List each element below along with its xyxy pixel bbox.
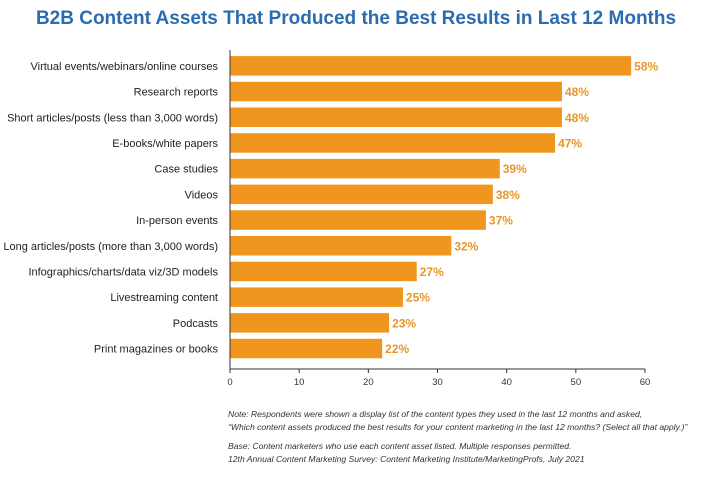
- bar: [230, 236, 452, 256]
- x-tick-label: 10: [294, 377, 305, 388]
- bar: [230, 81, 562, 102]
- bar: [230, 133, 556, 153]
- value-label: 48%: [565, 111, 589, 125]
- x-tick-label: 20: [363, 377, 374, 388]
- footnotes: Note: Respondents were shown a display l…: [228, 408, 708, 466]
- value-label: 38%: [496, 188, 520, 202]
- bar: [230, 261, 417, 282]
- x-tick-label: 30: [432, 377, 443, 388]
- x-tick-label: 60: [640, 377, 651, 388]
- chart-title: B2B Content Assets That Produced the Bes…: [35, 8, 677, 29]
- category-label: Long articles/posts (more than 3,000 wor…: [3, 241, 218, 253]
- base-note: Base: Content marketers who use each con…: [228, 441, 572, 451]
- category-label: Videos: [185, 189, 219, 201]
- category-label: Infographics/charts/data viz/3D models: [28, 266, 218, 278]
- category-label: Research reports: [134, 87, 219, 99]
- bar: [230, 107, 562, 127]
- category-label: Podcasts: [173, 318, 219, 330]
- x-axis: 0 10 20 30 40 50 60: [227, 50, 650, 388]
- value-labels-group: 58% 48% 48% 47% 39% 38% 37% 32% 27% 25% 23% 22%: [385, 59, 658, 356]
- value-label: 22%: [385, 342, 409, 356]
- value-label: 47%: [558, 136, 582, 150]
- category-label: Short articles/posts (less than 3,000 wo…: [7, 112, 218, 124]
- category-label: E-books/white papers: [112, 138, 218, 150]
- note-line-1: Note: Respondents were shown a display l…: [228, 409, 643, 419]
- category-label: Print magazines or books: [94, 344, 219, 356]
- bar: [230, 210, 486, 230]
- value-label: 37%: [489, 214, 513, 228]
- bar: [230, 158, 500, 179]
- x-tick-label: 50: [571, 377, 582, 388]
- category-labels-group: Virtual events/webinars/online courses Re…: [3, 61, 218, 356]
- bars-group: [230, 56, 632, 359]
- category-label: Case studies: [154, 164, 218, 176]
- x-tick-label: 0: [227, 377, 232, 388]
- bar: [230, 287, 403, 307]
- value-label: 27%: [420, 265, 444, 279]
- note-line-2: “Which content assets produced the best …: [228, 422, 688, 432]
- value-label: 23%: [392, 316, 416, 330]
- bar: [230, 56, 632, 76]
- category-label: In-person events: [136, 215, 218, 227]
- category-label: Livestreaming content: [110, 292, 218, 304]
- bar: [230, 338, 383, 359]
- value-label: 25%: [406, 291, 430, 305]
- value-label: 48%: [565, 85, 589, 99]
- source-note: 12th Annual Content Marketing Survey: Co…: [228, 454, 585, 464]
- category-label: Virtual events/webinars/online courses: [30, 61, 218, 73]
- bar: [230, 184, 493, 205]
- bar: [230, 313, 390, 333]
- value-label: 58%: [634, 59, 658, 73]
- value-label: 32%: [454, 239, 478, 253]
- x-tick-label: 40: [501, 377, 512, 388]
- bar-chart: Virtual events/webinars/online courses Re…: [3, 50, 659, 388]
- value-label: 39%: [503, 162, 527, 176]
